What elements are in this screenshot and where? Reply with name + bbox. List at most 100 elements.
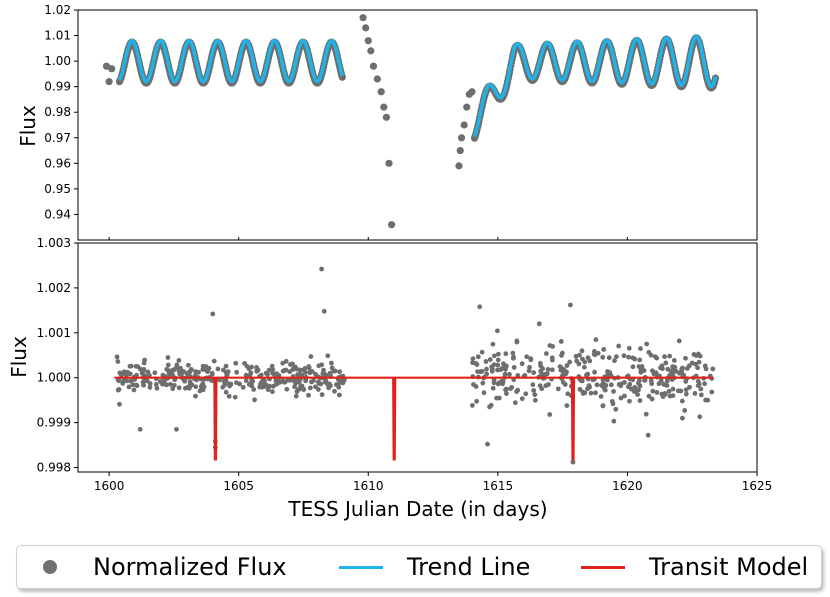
bottom-flux-point <box>564 403 570 408</box>
top-flux-point <box>382 113 391 121</box>
bottom-flux-point <box>147 384 153 390</box>
bottom-flux-point <box>193 384 199 390</box>
bottom-flux-point <box>614 354 619 359</box>
bottom-flux-point <box>600 403 606 409</box>
bottom-flux-point <box>564 369 569 375</box>
bottom-flux-point <box>543 383 549 389</box>
bottom-flux-point <box>131 387 137 393</box>
bottom-flux-point <box>606 355 612 361</box>
bottom-flux-point <box>284 386 290 392</box>
bottom-flux-point <box>598 394 604 399</box>
bottom-flux-point <box>469 403 475 408</box>
bottom-flux-point <box>574 358 580 364</box>
top-y-tick-label: 0.98 <box>44 105 71 119</box>
bottom-flux-point <box>123 371 128 377</box>
bottom-flux-point <box>565 391 571 397</box>
bottom-flux-point <box>519 396 525 402</box>
legend-item-transit-model: Transit Model <box>581 546 808 588</box>
legend-label-normalized-flux: Normalized Flux <box>93 553 287 581</box>
bottom-flux-point <box>567 359 573 365</box>
bottom-flux-point <box>697 414 703 420</box>
bottom-flux-point <box>666 388 672 394</box>
bottom-flux-point <box>662 391 668 397</box>
bottom-flux-point <box>698 386 704 392</box>
bottom-flux-point <box>530 382 536 388</box>
bottom-flux-point <box>328 383 333 388</box>
bottom-flux-point <box>676 338 682 344</box>
bottom-flux-point <box>661 381 667 387</box>
bottom-flux-point <box>523 391 529 397</box>
bottom-flux-point <box>648 378 654 383</box>
trend-line-segment <box>117 38 344 84</box>
bottom-flux-point <box>470 356 476 362</box>
top-y-tick-label: 0.95 <box>44 182 71 196</box>
bottom-flux-point <box>315 387 321 392</box>
bottom-flux-point <box>710 366 716 372</box>
bottom-flux-point <box>670 386 676 392</box>
top-y-tick-label: 1.02 <box>44 3 71 17</box>
bottom-flux-point <box>503 351 509 357</box>
bottom-flux-point <box>560 372 566 378</box>
bottom-flux-point <box>683 391 689 397</box>
bottom-flux-point <box>681 372 687 378</box>
bottom-flux-point <box>124 378 130 384</box>
bottom-flux-point <box>696 359 702 365</box>
bottom-flux-point <box>249 383 255 389</box>
bottom-flux-point <box>174 426 179 432</box>
bottom-flux-point <box>637 383 643 389</box>
bottom-flux-point <box>481 390 487 396</box>
bottom-flux-point <box>204 368 210 374</box>
bottom-flux-point <box>327 370 333 376</box>
bottom-flux-point <box>294 366 300 372</box>
bottom-flux-point <box>336 392 342 398</box>
x-tick-label: 1615 <box>483 479 514 493</box>
bottom-flux-point <box>514 389 520 394</box>
bottom-flux-point <box>545 367 551 372</box>
bottom-flux-point <box>174 362 180 368</box>
bottom-flux-point <box>169 368 174 374</box>
bottom-flux-point <box>475 354 481 360</box>
top-y-axis-label: Flux <box>16 105 40 147</box>
legend-item-normalized-flux: Normalized Flux <box>43 546 287 588</box>
bottom-flux-point <box>319 392 325 398</box>
bottom-panel: 0.998 0.999 1.000 1.001 1.002 1.003 1600 1605 16… <box>37 236 773 493</box>
top-flux-point <box>373 75 381 83</box>
top-flux-point <box>367 47 375 55</box>
bottom-flux-point <box>641 368 647 373</box>
bottom-flux-point <box>223 363 229 369</box>
bottom-flux-point <box>526 368 532 374</box>
bottom-flux-point <box>200 367 206 372</box>
bottom-flux-point <box>282 379 288 385</box>
bottom-flux-point <box>503 386 509 392</box>
bottom-flux-point <box>613 406 619 412</box>
bottom-flux-point <box>494 328 500 334</box>
bottom-flux-point <box>643 411 649 417</box>
bottom-flux-point <box>115 359 121 364</box>
bottom-flux-point <box>645 432 651 438</box>
bottom-flux-point <box>650 388 656 394</box>
bottom-flux-point <box>233 360 239 366</box>
bottom-flux-point <box>309 369 315 374</box>
bottom-flux-point <box>582 390 588 396</box>
bottom-flux-point <box>252 397 257 403</box>
bottom-flux-point <box>618 395 624 401</box>
bottom-flux-point <box>646 349 652 355</box>
bottom-flux-point <box>337 369 343 375</box>
bottom-flux-point <box>605 377 610 383</box>
bottom-flux-point <box>128 378 134 384</box>
bottom-flux-point <box>709 389 715 395</box>
bottom-flux-point <box>558 339 564 344</box>
bottom-flux-point <box>682 408 688 413</box>
bottom-flux-point <box>500 381 506 387</box>
bottom-flux-point <box>234 369 240 375</box>
transit-model-line <box>114 376 713 461</box>
top-flux-point <box>105 77 113 86</box>
bottom-flux-point <box>243 372 249 378</box>
bottom-flux-point <box>248 370 254 376</box>
bottom-flux-point <box>490 385 496 391</box>
bottom-flux-point <box>668 372 674 378</box>
bottom-flux-point <box>658 378 664 383</box>
bottom-flux-point <box>199 384 204 390</box>
bottom-flux-point <box>549 367 555 373</box>
bottom-flux-point <box>519 361 525 367</box>
